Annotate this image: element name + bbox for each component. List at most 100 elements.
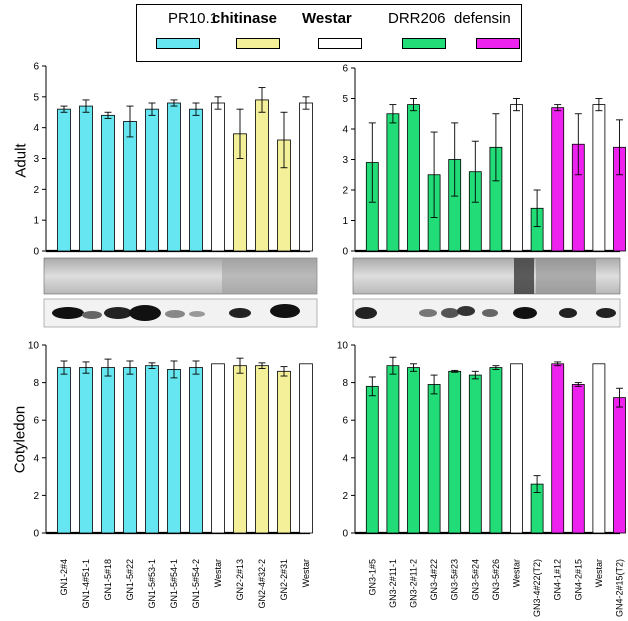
category-label: GN3-1#5 — [367, 559, 377, 596]
bar — [167, 369, 181, 534]
y-tick-label: 6 — [33, 62, 39, 73]
category-label: GN3-5#23 — [450, 559, 460, 601]
bar — [551, 363, 565, 534]
bar — [123, 367, 137, 534]
category-label: GN1-5#54-2 — [191, 559, 201, 609]
y-tick-label: 0 — [342, 247, 348, 258]
bar — [255, 365, 269, 534]
category-label: GN3-4#22(T2) — [532, 559, 542, 617]
category-label: GN4-1#12 — [553, 559, 563, 601]
bar — [145, 108, 159, 252]
legend-swatch-chitinase — [236, 38, 280, 49]
y-tick-label: 3 — [342, 155, 348, 166]
category-label: GN1-4#51-1 — [81, 559, 91, 609]
bar — [448, 370, 462, 534]
y-tick-label: 6 — [342, 64, 348, 75]
bar — [386, 365, 400, 534]
y-tick-label: 8 — [342, 378, 348, 389]
chart-cotyledon-left: 0 2 4 6 8 10 GN1-2#4 GN1-4#51-1 GN1-5#18 GN1-5#22… — [28, 341, 313, 609]
y-tick-label: 4 — [342, 125, 348, 136]
category-label: GN3-2#11-2 — [409, 559, 419, 608]
category-label: Westar — [301, 559, 311, 587]
category-label: GN1-5#54-1 — [169, 559, 179, 609]
category-label: GN3-5#24 — [470, 559, 480, 601]
y-tick-label: 2 — [342, 491, 348, 502]
bar — [386, 113, 400, 252]
y-tick-label: 2 — [342, 186, 348, 197]
bar — [189, 108, 203, 252]
legend-label-defensin: defensin — [454, 10, 511, 27]
category-label: GN1-5#18 — [103, 559, 113, 601]
chart-adult-right: 0 1 2 3 4 5 6 — [342, 64, 626, 258]
category-label: Westar — [213, 559, 223, 587]
bar — [571, 384, 585, 534]
chart-cotyledon-right: 0 2 4 6 8 10 GN3-1#5 GN3-2#11-1 GN3-2#11-2 GN3-4#… — [337, 341, 626, 617]
bar — [189, 367, 203, 534]
y-tick-label: 1 — [33, 216, 39, 227]
bar — [427, 384, 441, 534]
y-tick-label: 3 — [33, 154, 39, 165]
bar — [123, 121, 137, 252]
legend-swatch-drr206 — [402, 38, 446, 49]
category-label: Westar — [594, 559, 604, 587]
bar — [468, 374, 482, 534]
category-label: GN2-4#32-2 — [257, 559, 267, 609]
legend-label-chitinase: chitinase — [212, 10, 278, 27]
bar — [57, 108, 71, 252]
bar — [299, 102, 313, 252]
y-tick-label: 0 — [33, 247, 39, 258]
legend-swatch-defensin — [476, 38, 520, 49]
y-tick-label: 6 — [33, 416, 39, 427]
blot-right — [352, 298, 621, 328]
bar — [407, 104, 420, 252]
legend-swatch-pr10-1 — [156, 38, 200, 49]
bar — [277, 370, 291, 534]
bar — [510, 104, 523, 252]
category-label: GN4-2#15(T2) — [615, 559, 625, 617]
category-label: GN3-4#22 — [429, 559, 439, 601]
y-tick-label: 5 — [342, 94, 348, 105]
bar — [613, 397, 626, 534]
y-tick-label: 4 — [33, 453, 39, 464]
category-label: GN1-5#53-1 — [147, 559, 157, 609]
legend-box — [136, 4, 522, 62]
bar — [510, 363, 523, 534]
bar — [57, 367, 71, 534]
y-tick-label: 4 — [33, 123, 39, 134]
bar — [551, 107, 565, 252]
legend-label-westar: Westar — [302, 10, 352, 27]
category-label: Westar — [512, 559, 522, 587]
category-label: GN2-2#13 — [235, 559, 245, 601]
bar — [489, 367, 503, 534]
y-tick-label: 2 — [33, 185, 39, 196]
bar — [255, 99, 269, 252]
y-tick-label: 10 — [28, 341, 40, 352]
category-label: GN1-2#4 — [59, 559, 69, 596]
gel-right — [352, 257, 621, 295]
y-tick-label: 1 — [342, 216, 348, 227]
bar — [145, 365, 159, 534]
bar — [407, 367, 420, 534]
bar — [365, 385, 379, 534]
y-tick-label: 10 — [337, 341, 349, 352]
y-tick-label: 0 — [33, 529, 39, 540]
category-label: GN4-2#15 — [573, 559, 583, 601]
category-label: GN2-2#31 — [279, 559, 289, 601]
blot-left — [43, 298, 318, 328]
y-tick-label: 5 — [33, 92, 39, 103]
legend-label-drr206: DRR206 — [388, 10, 446, 27]
y-tick-label: 2 — [33, 491, 39, 502]
y-tick-label: 0 — [342, 529, 348, 540]
y-tick-label: 8 — [33, 378, 39, 389]
category-label: GN3-5#26 — [491, 559, 501, 601]
bar — [233, 365, 247, 534]
bar — [592, 363, 606, 534]
bar — [101, 367, 115, 534]
bar — [592, 104, 606, 252]
chart-adult-left: 0 1 2 3 4 5 6 — [33, 62, 313, 258]
bar — [79, 105, 93, 252]
bar — [211, 363, 225, 534]
category-label: GN3-2#11-1 — [388, 559, 398, 608]
bar — [101, 114, 115, 252]
